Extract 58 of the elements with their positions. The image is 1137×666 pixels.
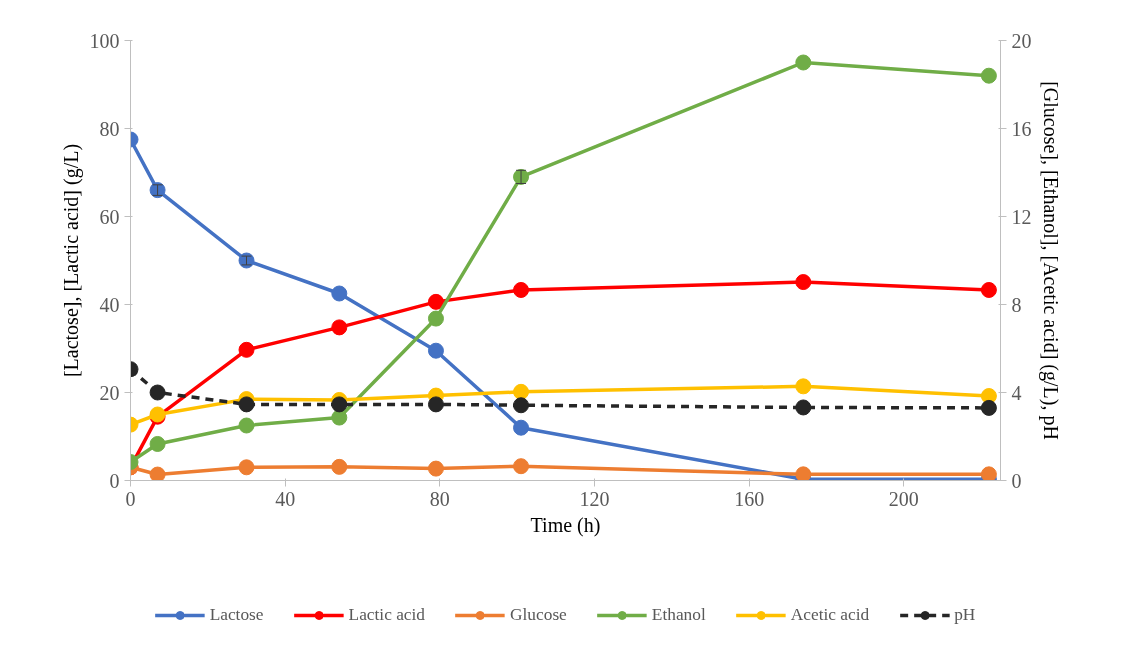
point <box>980 466 997 481</box>
point <box>980 281 997 298</box>
point <box>149 435 166 452</box>
point <box>331 409 348 426</box>
point <box>238 341 255 358</box>
point <box>238 417 255 434</box>
y2-tick-label: 16 <box>1011 117 1032 140</box>
point <box>331 319 348 336</box>
point <box>513 281 530 298</box>
x-tick-label: 80 <box>429 487 450 510</box>
y-tick-label: 0 <box>109 469 120 492</box>
point <box>238 396 255 413</box>
point <box>427 342 444 359</box>
point <box>149 466 166 481</box>
point <box>980 399 997 416</box>
x-tick-label: 40 <box>275 487 296 510</box>
legend-label: Lactic acid <box>348 605 426 625</box>
point <box>980 67 997 84</box>
y-tick-label: 40 <box>99 293 120 316</box>
y2-tick-label: 0 <box>1011 469 1022 492</box>
y2-tick-label: 8 <box>1011 293 1022 316</box>
y2-tick-label: 4 <box>1011 381 1022 404</box>
point <box>513 397 530 414</box>
legend-label: Lactose <box>209 605 264 625</box>
x-tick-label: 0 <box>125 487 136 510</box>
point <box>427 310 444 327</box>
point <box>513 419 530 436</box>
y-tick-label: 80 <box>99 117 120 140</box>
y2-axis-title: [Glucose], [Ethanol], [Acetic acid] (g/L), pH <box>1038 81 1062 440</box>
point <box>331 458 348 475</box>
y2-tick-label: 20 <box>1011 29 1032 52</box>
legend-label: pH <box>954 605 976 625</box>
y-tick-label: 20 <box>99 381 120 404</box>
legend-label: Glucose <box>510 605 567 625</box>
y-tick-label: 100 <box>89 29 120 52</box>
point <box>795 378 812 395</box>
point <box>427 460 444 477</box>
point <box>238 459 255 476</box>
point <box>331 285 348 302</box>
y-axis-title: [Lactose], [Lactic acid] (g/L) <box>59 143 83 378</box>
y2-tick-label: 12 <box>1011 205 1032 228</box>
point <box>149 384 166 401</box>
point <box>795 54 812 71</box>
point <box>513 458 530 475</box>
x-axis-title: Time (h) <box>530 513 601 537</box>
legend-label: Ethanol <box>651 605 706 625</box>
legend-label: Acetic acid <box>790 605 870 625</box>
point <box>795 466 812 481</box>
x-tick-label: 120 <box>579 487 610 510</box>
point <box>331 396 348 413</box>
x-tick-label: 200 <box>888 487 919 510</box>
x-tick-label: 160 <box>734 487 765 510</box>
point <box>795 399 812 416</box>
point <box>795 274 812 291</box>
y-tick-label: 60 <box>99 205 120 228</box>
point <box>427 396 444 413</box>
point <box>513 383 530 400</box>
point <box>427 293 444 310</box>
